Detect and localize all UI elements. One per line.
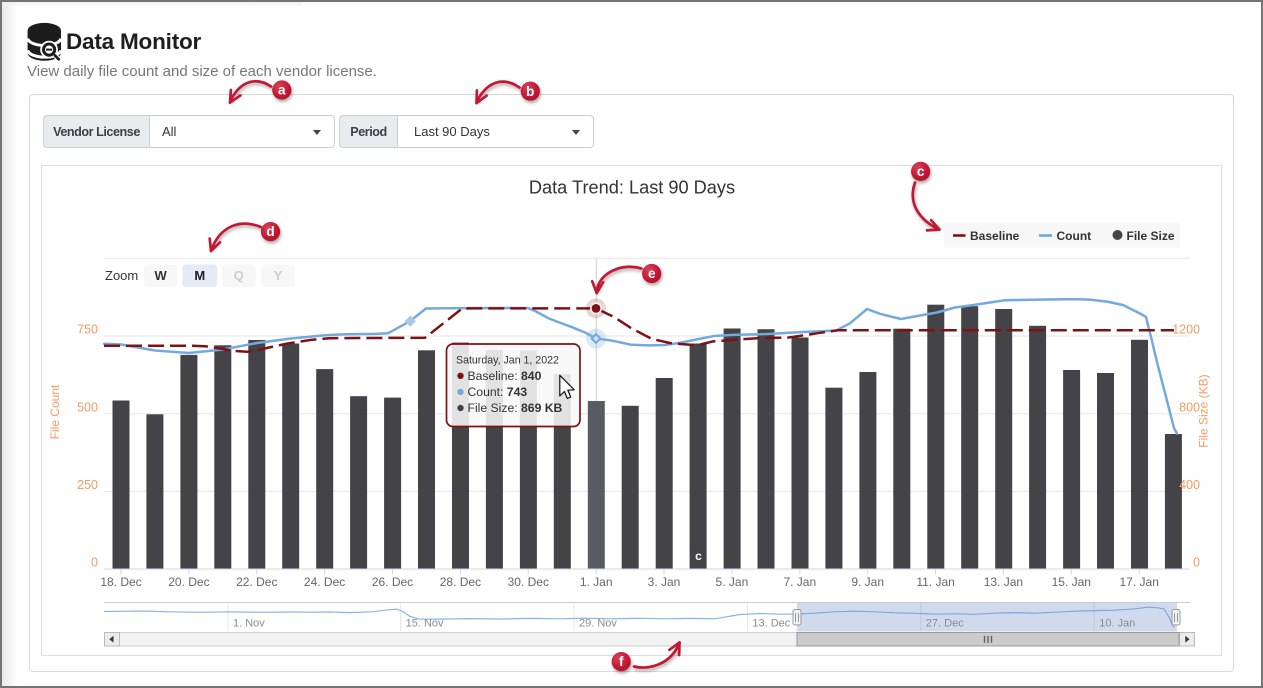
svg-text:15. Jan: 15. Jan	[1052, 575, 1091, 589]
svg-text:500: 500	[77, 400, 98, 414]
svg-text:W: W	[155, 268, 168, 283]
svg-text:22. Dec: 22. Dec	[236, 575, 277, 589]
svg-text:0: 0	[1193, 556, 1200, 570]
svg-text:13. Jan: 13. Jan	[984, 575, 1023, 589]
svg-text:9. Jan: 9. Jan	[851, 575, 884, 589]
svg-text:1200: 1200	[1172, 323, 1200, 337]
svg-text:800: 800	[1179, 400, 1200, 414]
svg-text:7. Jan: 7. Jan	[783, 575, 816, 589]
svg-text:Saturday, Jan 1, 2022: Saturday, Jan 1, 2022	[456, 355, 559, 367]
svg-text:d: d	[266, 224, 274, 239]
svg-text:Count: Count	[1057, 229, 1092, 243]
svg-text:File Count: File Count	[48, 384, 62, 439]
svg-text:30. Dec: 30. Dec	[508, 575, 549, 589]
svg-text:11. Jan: 11. Jan	[916, 575, 954, 589]
svg-text:29. Nov: 29. Nov	[579, 618, 617, 630]
svg-text:27. Dec: 27. Dec	[926, 618, 964, 630]
svg-text:750: 750	[77, 323, 98, 337]
svg-text:File Size (KB): File Size (KB)	[1197, 374, 1211, 447]
svg-text:24. Dec: 24. Dec	[304, 575, 345, 589]
svg-text:b: b	[526, 84, 534, 99]
svg-text:250: 250	[77, 478, 98, 492]
svg-text:5. Jan: 5. Jan	[716, 575, 749, 589]
svg-text:Count: 743: Count: 743	[468, 385, 528, 399]
svg-text:26. Dec: 26. Dec	[372, 575, 413, 589]
svg-text:Q: Q	[234, 268, 244, 283]
svg-text:a: a	[278, 83, 286, 98]
svg-text:M: M	[194, 268, 205, 283]
svg-text:17. Jan: 17. Jan	[1120, 575, 1159, 589]
svg-text:File Size: File Size	[1127, 229, 1175, 243]
svg-text:1. Nov: 1. Nov	[233, 618, 265, 630]
svg-text:0: 0	[91, 556, 98, 570]
svg-text:Y: Y	[274, 268, 283, 283]
svg-text:10. Jan: 10. Jan	[1099, 618, 1135, 630]
svg-text:e: e	[648, 266, 656, 281]
svg-text:c: c	[695, 549, 702, 563]
svg-text:400: 400	[1179, 478, 1200, 492]
svg-text:Baseline: Baseline	[970, 229, 1020, 243]
svg-text:3. Jan: 3. Jan	[648, 575, 681, 589]
svg-text:20. Dec: 20. Dec	[168, 575, 209, 589]
svg-text:f: f	[619, 654, 624, 669]
svg-text:1. Jan: 1. Jan	[580, 575, 613, 589]
svg-text:15. Nov: 15. Nov	[406, 618, 444, 630]
svg-text:28. Dec: 28. Dec	[440, 575, 481, 589]
svg-text:File Size: 869 KB: File Size: 869 KB	[468, 401, 563, 415]
svg-text:c: c	[917, 164, 925, 179]
svg-text:18. Dec: 18. Dec	[100, 575, 141, 589]
svg-text:Baseline: 840: Baseline: 840	[468, 369, 542, 383]
svg-text:13. Dec: 13. Dec	[752, 618, 790, 630]
svg-text:Zoom: Zoom	[105, 268, 138, 283]
svg-text:Data Trend: Last 90 Days: Data Trend: Last 90 Days	[529, 178, 735, 198]
